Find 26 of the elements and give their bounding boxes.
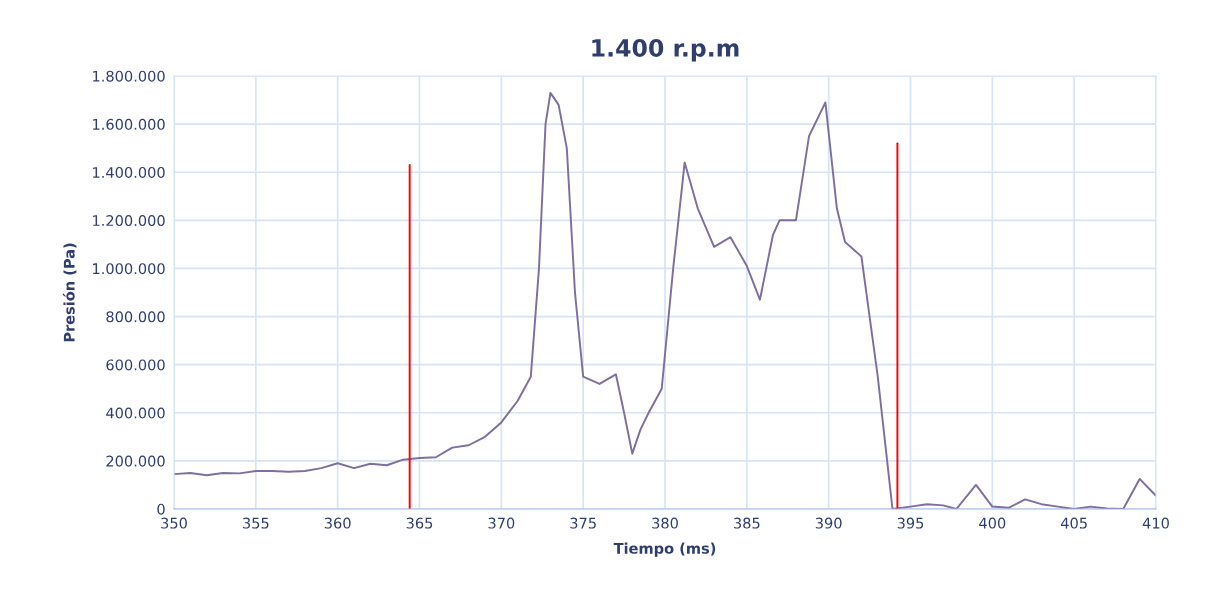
y-tick-label: 800.000 — [106, 311, 165, 323]
chart-title: 1.400 r.p.m — [592, 39, 739, 62]
y-tick-label: 400.000 — [106, 407, 165, 419]
y-tick-label: 1.800.000 — [93, 70, 165, 82]
y-axis-title: Presión (Pa) — [62, 243, 77, 342]
y-tick-label: 1.000.000 — [93, 263, 165, 275]
x-tick-label: 350 — [161, 517, 187, 529]
x-tick-label: 360 — [324, 517, 351, 529]
y-tick-label: 0 — [157, 503, 165, 515]
y-tick-label: 1.200.000 — [93, 215, 165, 227]
x-tick-label: 390 — [815, 517, 842, 529]
y-tick-label: 1.400.000 — [93, 166, 165, 178]
x-tick-label: 395 — [897, 517, 924, 529]
x-tick-label: 355 — [243, 517, 269, 529]
x-tick-label: 365 — [406, 517, 433, 529]
y-tick-label: 600.000 — [106, 359, 165, 371]
x-tick-label: 385 — [734, 517, 760, 529]
y-tick-label: 200.000 — [106, 455, 165, 467]
x-tick-label: 375 — [570, 517, 596, 529]
x-tick-label: 380 — [652, 517, 678, 529]
x-tick-label: 405 — [1060, 517, 1087, 529]
y-tick-label: 1.600.000 — [93, 118, 165, 130]
x-tick-label: 400 — [979, 517, 1006, 529]
x-axis-title: Tiempo (ms) — [613, 542, 716, 557]
x-tick-label: 410 — [1142, 517, 1169, 529]
x-tick-label: 370 — [488, 517, 515, 529]
